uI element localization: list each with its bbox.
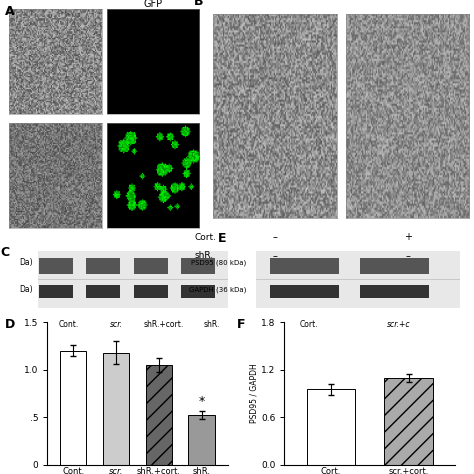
- Text: F: F: [237, 318, 246, 330]
- Y-axis label: PSD95 / GAPDH: PSD95 / GAPDH: [249, 364, 258, 423]
- Text: scr.+c: scr.+c: [387, 320, 410, 329]
- Text: D: D: [5, 318, 15, 330]
- Title: GFP: GFP: [143, 0, 163, 9]
- Bar: [39, 258, 73, 274]
- Text: PSD95 (80 kDa): PSD95 (80 kDa): [191, 259, 246, 266]
- Bar: [307, 390, 355, 465]
- Text: B: B: [194, 0, 204, 8]
- Bar: [146, 365, 172, 465]
- Text: E: E: [218, 232, 227, 245]
- Bar: [181, 285, 215, 298]
- Bar: [39, 285, 73, 298]
- Bar: [134, 258, 168, 274]
- Text: Da): Da): [19, 285, 33, 294]
- Text: Cont.: Cont.: [59, 320, 79, 329]
- Text: scr.: scr.: [110, 320, 123, 329]
- Bar: [189, 415, 215, 465]
- Bar: [86, 285, 120, 298]
- Bar: [86, 258, 120, 274]
- Text: –: –: [273, 232, 277, 242]
- Text: shR.: shR.: [203, 320, 219, 329]
- Text: –: –: [405, 251, 410, 261]
- Text: *: *: [199, 395, 205, 408]
- Text: shR.+cort.: shR.+cort.: [144, 320, 184, 329]
- Bar: [181, 258, 215, 274]
- Text: shR.: shR.: [194, 252, 213, 260]
- Text: A: A: [5, 5, 14, 18]
- Bar: [270, 258, 339, 274]
- Bar: [384, 378, 433, 465]
- Text: GAPDH (36 kDa): GAPDH (36 kDa): [189, 286, 246, 292]
- Text: Cort.: Cort.: [300, 320, 318, 329]
- Text: +: +: [404, 232, 411, 242]
- Bar: [359, 258, 429, 274]
- Bar: [134, 285, 168, 298]
- Bar: [359, 285, 429, 298]
- Text: –: –: [273, 251, 277, 261]
- Text: Da): Da): [19, 258, 33, 267]
- Bar: [60, 351, 86, 465]
- Text: Cort.: Cort.: [194, 233, 216, 241]
- Bar: [270, 285, 339, 298]
- Text: C: C: [0, 246, 9, 259]
- Bar: [103, 353, 129, 465]
